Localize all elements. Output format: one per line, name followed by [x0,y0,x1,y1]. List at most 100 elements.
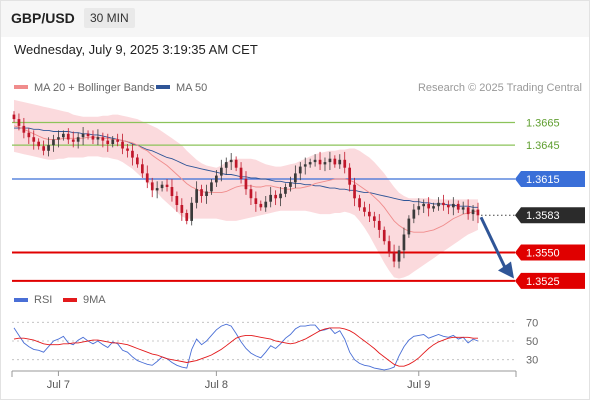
candle [298,162,302,181]
candle [437,197,440,211]
forecast-arrow-head [498,261,514,279]
candle-body [442,202,445,206]
candle [284,183,287,198]
resistance-price-label: 1.3645 [526,140,560,152]
candle [101,132,105,148]
time-axis-label: Jul 8 [205,379,228,391]
candle [239,162,243,184]
candle-body [437,202,440,207]
time-axis-label: Jul 9 [407,379,430,391]
candle-body [348,167,351,185]
candle [471,205,475,221]
candle-body [461,207,465,210]
candle [27,128,31,144]
candle [466,199,470,220]
candle [220,159,223,182]
candle [392,244,396,268]
candle-body [62,133,65,138]
candle-body [353,184,356,199]
candle [106,133,110,152]
candle-body [81,133,85,138]
candle [32,130,36,150]
candle [402,227,406,259]
candle-body [145,173,149,183]
candle-body [456,203,460,210]
ma50-legend-label: MA 50 [176,82,207,94]
candle-body [239,167,243,179]
candle-body [71,139,75,142]
candle-body [96,137,100,140]
last-tag-label: 1.3583 [526,210,560,222]
forecast-arrow-shaft [479,216,507,269]
candle [81,127,85,146]
candle [328,151,332,170]
support-tag-bg [515,244,585,261]
candle [303,157,307,175]
price-plot: 1.3665 1.3645 1.3615 1.3583 1.3550 1.3525 [12,99,585,289]
candle [368,203,371,223]
ma20-legend-swatch [14,85,28,89]
resistance-price-label: 1.3665 [526,117,560,129]
candle [244,171,248,195]
candle [121,133,124,155]
candle-body [32,137,36,142]
candle [96,129,100,146]
candle-body [66,133,70,140]
candle-body [205,191,208,196]
candle-body [27,132,31,138]
candle [412,203,416,224]
candle-body [244,179,248,190]
candle-body [155,188,159,191]
candle [234,156,238,172]
candle-body [343,159,347,168]
candle-body [284,187,287,194]
ma20-legend-label: MA 20 + Bollinger Bands [34,82,155,94]
candle-body [338,159,342,165]
candle-body [116,139,119,142]
candle [274,190,277,206]
candle-body [234,159,238,168]
candle [229,153,233,170]
candle-body [452,203,455,208]
candle [373,211,376,228]
candle-body [466,207,470,215]
candle [427,197,430,217]
candle [377,214,381,238]
candle [62,130,65,141]
support-tag-label: 1.3550 [526,248,560,260]
timeframe-selector[interactable]: 30 MIN [84,8,135,28]
candle-body [12,114,16,120]
candle [407,215,411,238]
candle-body [57,137,60,140]
candle [215,169,218,187]
candle [294,165,297,189]
candle-body [259,203,263,208]
rsi-tick-label: 70 [526,317,538,329]
candle-body [76,137,80,142]
candle [195,181,198,209]
candle [323,157,327,172]
candle-body [22,125,26,133]
candle [91,130,95,144]
time-axis-label: Jul 7 [47,379,70,391]
support-tag-bg [515,272,585,289]
candle-body [215,175,218,183]
candle [165,179,169,192]
candle-body [274,194,277,199]
rsi-plot: 70 50 30 [12,317,538,371]
datetime-label: Wednesday, July 9, 2025 3:19:35 AM CET [14,42,258,57]
candle [289,176,292,192]
candle-body [447,205,450,208]
candle-body [141,164,144,174]
candle-body [220,167,223,176]
candle [22,117,26,139]
candle [313,154,317,167]
copyright-label: Research © 2025 Trading Central [418,82,582,94]
support-price-tag: 1.3550 [515,244,585,261]
candle [145,165,149,189]
rsi-line [13,323,479,371]
candle [318,151,322,170]
candle-body [427,203,430,209]
candle [224,157,228,175]
